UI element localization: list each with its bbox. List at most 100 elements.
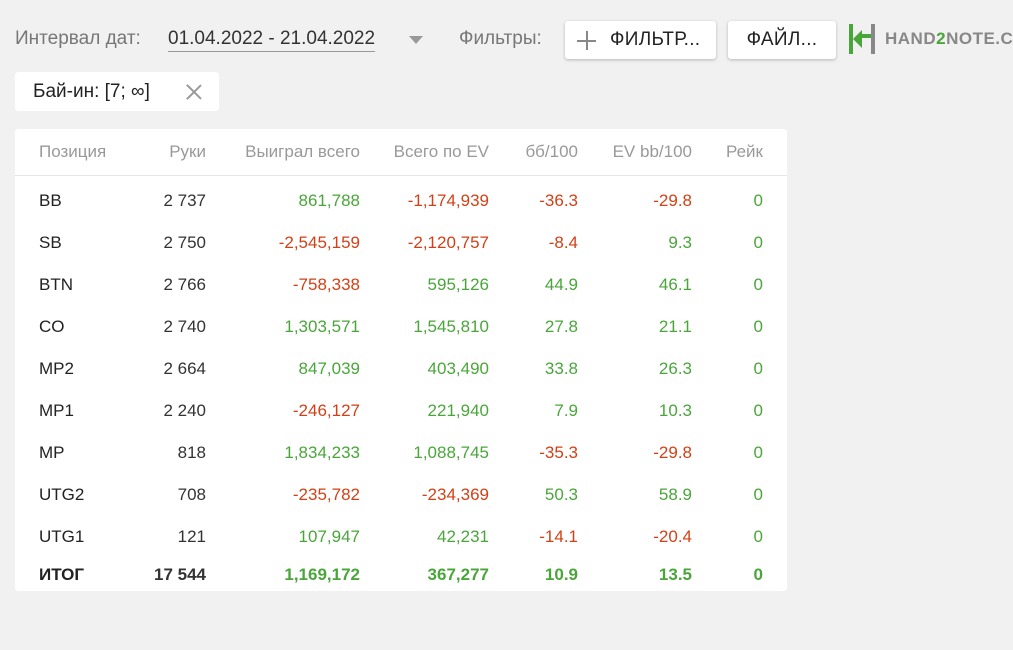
cell-ev-total: 367,277 <box>427 565 489 584</box>
cell-hands: 2 750 <box>163 233 206 252</box>
cell-rake: 0 <box>753 401 763 420</box>
cell-bb100: 50.3 <box>544 485 578 504</box>
cell-ev-total: -1,174,939 <box>407 191 489 210</box>
table-row[interactable]: SB 2 750 -2,545,159 -2,120,757 -8.4 9.3 0 <box>15 222 787 264</box>
cell-ev-bb100: -20.4 <box>653 527 692 546</box>
cell-ev-bb100: -29.8 <box>653 443 692 462</box>
table-total-row[interactable]: ИТОГ 17 544 1,169,172 367,277 10.9 13.5 0 <box>15 558 787 592</box>
table-row[interactable]: MP2 2 664 847,039 403,490 33.8 26.3 0 <box>15 348 787 390</box>
column-header-ev-total[interactable]: Всего по EV <box>360 129 489 176</box>
table-row[interactable]: MP 818 1,834,233 1,088,745 -35.3 -29.8 0 <box>15 432 787 474</box>
cell-position: CO <box>39 317 65 336</box>
cell-ev-bb100: 13.5 <box>658 565 692 584</box>
cell-rake: 0 <box>753 485 763 504</box>
cell-won-total: -2,545,159 <box>278 233 360 252</box>
filters-label: Фильтры: <box>459 28 542 49</box>
cell-hands: 818 <box>177 443 206 462</box>
cell-won-total: 1,169,172 <box>284 565 360 584</box>
cell-rake: 0 <box>753 565 763 584</box>
cell-bb100: -35.3 <box>539 443 578 462</box>
table-row[interactable]: BB 2 737 861,788 -1,174,939 -36.3 -29.8 0 <box>15 176 787 223</box>
cell-hands: 2 240 <box>163 401 206 420</box>
table-row[interactable]: MP1 2 240 -246,127 221,940 7.9 10.3 0 <box>15 390 787 432</box>
cell-position: ИТОГ <box>39 565 85 584</box>
cell-ev-total: -2,120,757 <box>407 233 489 252</box>
add-filter-button[interactable]: ФИЛЬТР... <box>565 21 716 59</box>
cell-rake: 0 <box>753 191 763 210</box>
cell-hands: 2 737 <box>163 191 206 210</box>
cell-ev-bb100: 58.9 <box>658 485 692 504</box>
cell-ev-total: 1,088,745 <box>413 443 489 462</box>
cell-ev-bb100: -29.8 <box>653 191 692 210</box>
column-header-won-total[interactable]: Выиграл всего <box>206 129 360 176</box>
stats-table: Позиция Руки Выиграл всего Всего по EV б… <box>15 129 787 592</box>
cell-ev-total: -234,369 <box>421 485 489 504</box>
file-button-label: ФАЙЛ... <box>746 29 818 50</box>
cell-bb100: 44.9 <box>544 275 578 294</box>
column-header-rake[interactable]: Рейк <box>692 129 763 176</box>
cell-position: BTN <box>39 275 73 294</box>
add-filter-label: ФИЛЬТР... <box>610 29 701 50</box>
cell-won-total: 847,039 <box>298 359 360 378</box>
column-header-position[interactable]: Позиция <box>15 129 125 176</box>
table-row[interactable]: UTG2 708 -235,782 -234,369 50.3 58.9 0 <box>15 474 787 516</box>
cell-position: SB <box>39 233 62 252</box>
table-row[interactable]: UTG1 121 107,947 42,231 -14.1 -20.4 0 <box>15 516 787 558</box>
cell-bb100: 33.8 <box>544 359 578 378</box>
column-header-hands[interactable]: Руки <box>125 129 206 176</box>
cell-hands: 121 <box>177 527 206 546</box>
cell-position: MP <box>39 443 65 462</box>
cell-ev-bb100: 10.3 <box>658 401 692 420</box>
table-row[interactable]: CO 2 740 1,303,571 1,545,810 27.8 21.1 0 <box>15 306 787 348</box>
cell-won-total: 107,947 <box>298 527 360 546</box>
cell-ev-total: 1,545,810 <box>413 317 489 336</box>
plus-icon <box>577 30 596 50</box>
date-interval-label: Интервал дат: <box>15 28 141 49</box>
cell-rake: 0 <box>753 527 763 546</box>
cell-ev-total: 221,940 <box>427 401 489 420</box>
date-interval-selector[interactable]: 01.04.2022 - 21.04.2022 <box>168 28 376 52</box>
table-header-row: Позиция Руки Выиграл всего Всего по EV б… <box>15 129 787 176</box>
cell-ev-total: 595,126 <box>427 275 489 294</box>
cell-ev-bb100: 46.1 <box>658 275 692 294</box>
cell-rake: 0 <box>753 443 763 462</box>
toolbar: Интервал дат: 01.04.2022 - 21.04.2022 Фи… <box>0 0 1013 80</box>
table-row[interactable]: BTN 2 766 -758,338 595,126 44.9 46.1 0 <box>15 264 787 306</box>
logo-text: HAND2NOTE.C <box>885 29 1013 48</box>
cell-position: UTG1 <box>39 527 85 546</box>
cell-bb100: 27.8 <box>544 317 578 336</box>
hand2note-logo: HAND2NOTE.C <box>848 22 1013 56</box>
cell-won-total: 1,303,571 <box>284 317 360 336</box>
cell-ev-total: 42,231 <box>437 527 489 546</box>
cell-bb100: 10.9 <box>544 565 578 584</box>
cell-bb100: 7.9 <box>554 401 578 420</box>
stats-table-panel: Позиция Руки Выиграл всего Всего по EV б… <box>15 129 787 591</box>
cell-ev-bb100: 26.3 <box>658 359 692 378</box>
filter-chip-buyin[interactable]: Бай-ин: [7; ∞] <box>15 72 219 111</box>
cell-rake: 0 <box>753 233 763 252</box>
cell-ev-bb100: 9.3 <box>668 233 692 252</box>
cell-hands: 17 544 <box>154 565 206 584</box>
cell-position: MP2 <box>39 359 74 378</box>
chevron-down-icon[interactable] <box>409 36 423 44</box>
cell-hands: 2 766 <box>163 275 206 294</box>
column-header-ev-bb100[interactable]: EV bb/100 <box>578 129 692 176</box>
cell-rake: 0 <box>753 275 763 294</box>
cell-hands: 2 740 <box>163 317 206 336</box>
close-icon[interactable] <box>185 83 202 100</box>
cell-hands: 2 664 <box>163 359 206 378</box>
cell-position: MP1 <box>39 401 74 420</box>
cell-bb100: -14.1 <box>539 527 578 546</box>
cell-position: UTG2 <box>39 485 85 504</box>
column-header-bb100[interactable]: бб/100 <box>489 129 578 176</box>
cell-won-total: 861,788 <box>298 191 360 210</box>
cell-ev-bb100: 21.1 <box>658 317 692 336</box>
cell-won-total: 1,834,233 <box>284 443 360 462</box>
cell-rake: 0 <box>753 359 763 378</box>
file-button[interactable]: ФАЙЛ... <box>728 21 836 59</box>
filter-chip-label: Бай-ин: [7; ∞] <box>33 80 150 102</box>
hand2note-logo-icon <box>849 24 875 54</box>
cell-won-total: -758,338 <box>292 275 360 294</box>
cell-won-total: -235,782 <box>292 485 360 504</box>
cell-won-total: -246,127 <box>292 401 360 420</box>
